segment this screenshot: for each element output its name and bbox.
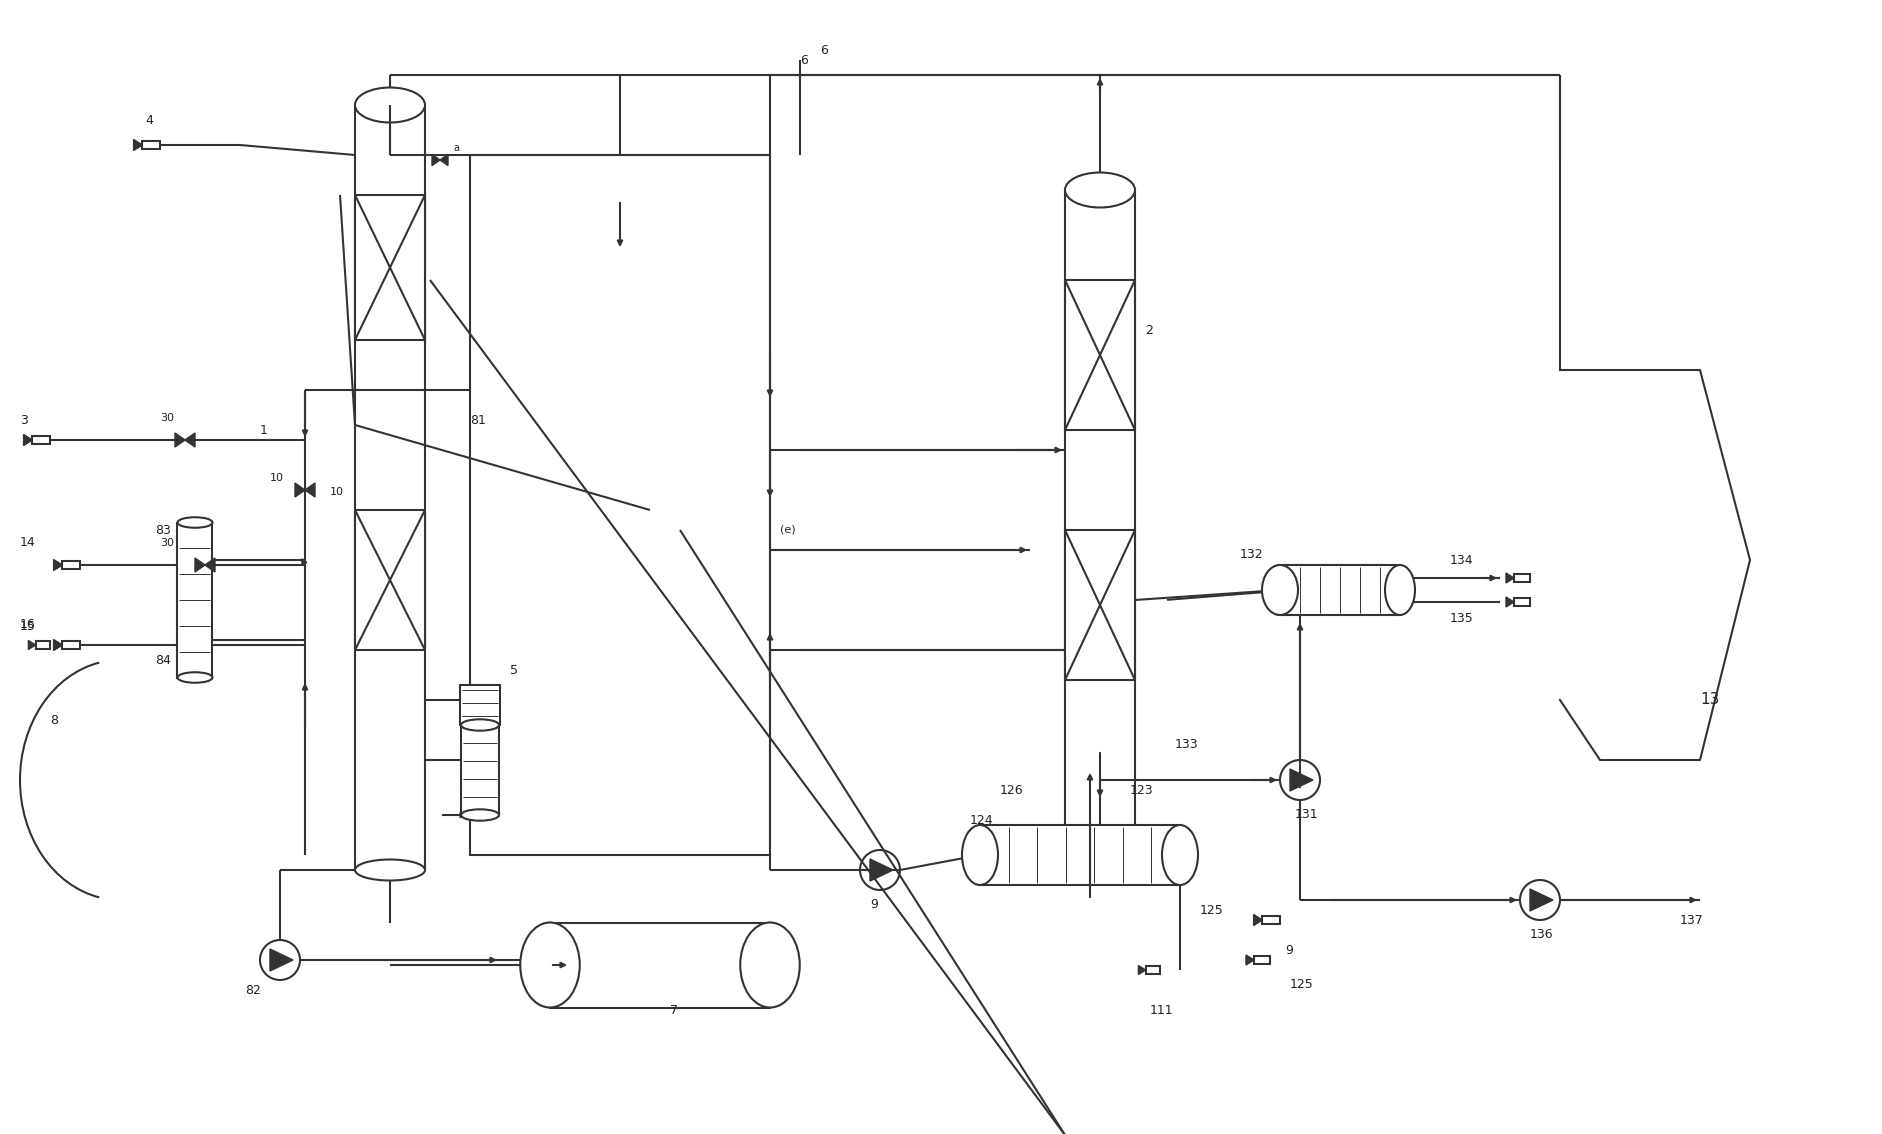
Text: 134: 134: [1449, 553, 1474, 567]
Text: 8: 8: [51, 713, 58, 727]
Polygon shape: [1506, 573, 1513, 583]
Text: 30: 30: [160, 538, 173, 548]
Bar: [981, 826, 1180, 885]
Text: 1: 1: [260, 423, 267, 437]
Text: 84: 84: [154, 653, 171, 667]
Polygon shape: [24, 434, 32, 446]
Polygon shape: [269, 949, 294, 971]
Text: 131: 131: [1295, 809, 1319, 821]
Ellipse shape: [1263, 565, 1299, 615]
Polygon shape: [1506, 596, 1513, 607]
Polygon shape: [1289, 769, 1314, 792]
Text: 6: 6: [800, 53, 807, 67]
Bar: [1280, 565, 1400, 615]
Ellipse shape: [461, 810, 499, 821]
Polygon shape: [1139, 965, 1146, 974]
Text: a: a: [454, 143, 459, 153]
Text: 16: 16: [21, 618, 36, 632]
Polygon shape: [184, 433, 196, 447]
Bar: [177, 523, 213, 677]
Text: 81: 81: [470, 414, 486, 426]
Ellipse shape: [1065, 860, 1135, 880]
Polygon shape: [53, 640, 62, 651]
Ellipse shape: [177, 672, 213, 683]
Polygon shape: [869, 858, 892, 881]
Ellipse shape: [1265, 565, 1295, 615]
Polygon shape: [1246, 955, 1253, 965]
Text: 125: 125: [1201, 904, 1223, 916]
Text: 7: 7: [670, 1004, 678, 1016]
Text: 15: 15: [21, 620, 36, 634]
Polygon shape: [305, 483, 314, 497]
Text: 4: 4: [145, 113, 152, 127]
Polygon shape: [134, 139, 143, 151]
Bar: [1253, 956, 1270, 964]
Text: 137: 137: [1681, 914, 1703, 926]
Bar: [36, 642, 51, 649]
Text: 10: 10: [269, 473, 284, 483]
Bar: [470, 155, 770, 855]
Text: 125: 125: [1289, 979, 1314, 991]
Bar: [1146, 966, 1159, 974]
Bar: [143, 141, 160, 150]
Ellipse shape: [461, 719, 499, 730]
Bar: [62, 641, 81, 650]
Bar: [550, 922, 770, 1007]
Text: 124: 124: [969, 813, 994, 827]
Text: 82: 82: [245, 983, 262, 997]
Ellipse shape: [1385, 565, 1415, 615]
Text: 9: 9: [1285, 943, 1293, 956]
Bar: [1513, 574, 1530, 582]
Text: (e): (e): [779, 525, 796, 535]
Text: 123: 123: [1129, 784, 1154, 796]
Text: 13: 13: [1699, 693, 1720, 708]
Polygon shape: [295, 483, 305, 497]
Bar: [1065, 191, 1135, 870]
Text: 111: 111: [1150, 1004, 1174, 1016]
Bar: [356, 105, 425, 870]
Ellipse shape: [519, 922, 580, 1007]
Ellipse shape: [177, 517, 213, 527]
Text: 133: 133: [1174, 738, 1199, 752]
Text: 5: 5: [510, 663, 518, 677]
Polygon shape: [28, 641, 36, 650]
Bar: [1263, 915, 1280, 924]
Bar: [1513, 598, 1530, 606]
Polygon shape: [433, 154, 440, 166]
Text: 9: 9: [869, 898, 877, 912]
Bar: [32, 435, 51, 445]
Polygon shape: [175, 433, 184, 447]
Polygon shape: [196, 558, 205, 572]
Text: 6: 6: [821, 43, 828, 57]
Bar: [356, 195, 425, 340]
Text: 132: 132: [1240, 549, 1263, 561]
Ellipse shape: [356, 87, 425, 122]
Bar: [62, 560, 81, 569]
Text: 14: 14: [21, 536, 36, 550]
Polygon shape: [1253, 914, 1263, 925]
Bar: [356, 510, 425, 650]
Text: 10: 10: [329, 486, 344, 497]
Text: 126: 126: [999, 784, 1024, 796]
Text: 83: 83: [154, 524, 171, 536]
Polygon shape: [205, 558, 215, 572]
Ellipse shape: [1065, 172, 1135, 208]
Text: 3: 3: [21, 414, 28, 426]
Text: 30: 30: [160, 413, 173, 423]
Bar: [1065, 280, 1135, 430]
Polygon shape: [1530, 889, 1553, 911]
Polygon shape: [53, 559, 62, 570]
Text: 135: 135: [1449, 611, 1474, 625]
Text: 136: 136: [1530, 929, 1555, 941]
Bar: [1065, 530, 1135, 680]
Ellipse shape: [740, 922, 800, 1007]
Polygon shape: [440, 154, 448, 166]
Ellipse shape: [356, 860, 425, 880]
Ellipse shape: [962, 826, 997, 885]
Ellipse shape: [1161, 826, 1199, 885]
Bar: [461, 725, 499, 815]
Text: 2: 2: [1144, 323, 1154, 337]
Bar: [459, 685, 501, 725]
